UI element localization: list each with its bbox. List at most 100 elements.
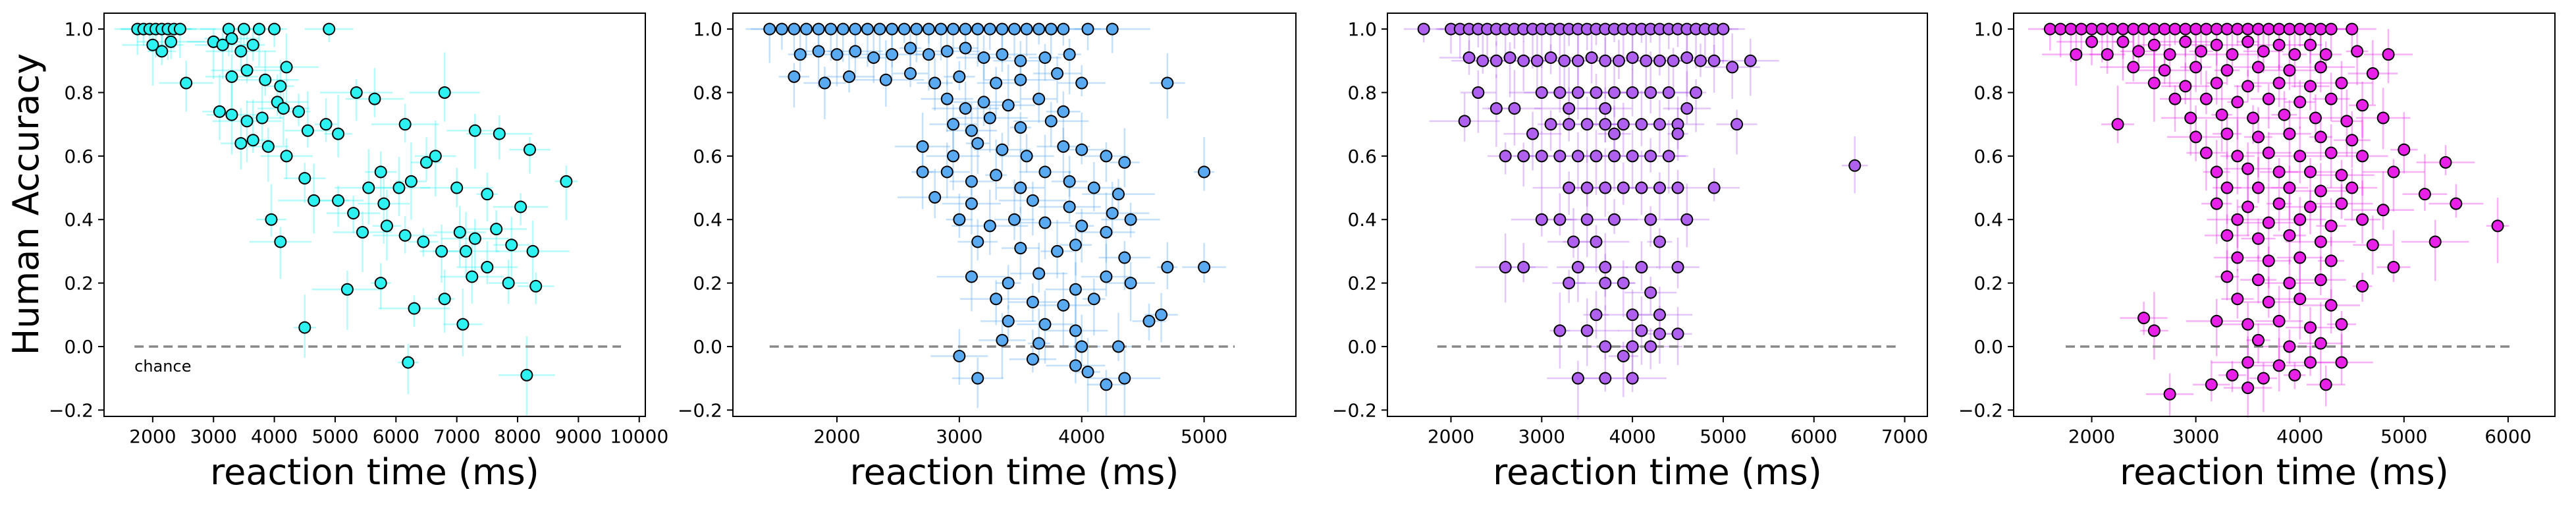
- data-point: [1020, 150, 1033, 163]
- y-tick-label: 0.2: [1347, 273, 1377, 295]
- data-point: [2210, 197, 2223, 210]
- data-point: [1161, 261, 1174, 274]
- data-point: [1014, 242, 1027, 255]
- data-point: [408, 302, 421, 315]
- data-point: [2043, 22, 2056, 36]
- plot-frame: [2013, 13, 2556, 417]
- data-point: [1458, 115, 1471, 128]
- data-point: [2054, 22, 2067, 36]
- data-point: [965, 124, 978, 137]
- data-point: [1014, 121, 1027, 134]
- data-point: [2272, 165, 2286, 179]
- data-point: [2179, 22, 2192, 36]
- data-point: [2241, 318, 2255, 331]
- data-point: [2116, 35, 2130, 48]
- plot-frame: [1387, 13, 1928, 417]
- data-point: [1653, 327, 1666, 341]
- data-point: [2356, 213, 2369, 226]
- x-tick-label: 2000: [2068, 426, 2115, 447]
- y-tick-label: 0.2: [64, 273, 94, 295]
- data-point: [2132, 45, 2145, 58]
- x-tick-label: 9000: [555, 426, 602, 447]
- data-point: [402, 356, 415, 369]
- data-point: [2376, 204, 2390, 217]
- data-point: [922, 22, 935, 36]
- y-tick-label: 1.0: [1347, 18, 1377, 40]
- y-tick-label: 0.0: [1973, 336, 2003, 358]
- data-point: [1563, 102, 1576, 115]
- data-point: [1563, 277, 1576, 290]
- data-point: [1014, 73, 1027, 86]
- data-point: [319, 118, 333, 131]
- data-point: [1571, 54, 1584, 67]
- data-point: [965, 175, 978, 188]
- y-tick-label: 0.6: [693, 146, 722, 167]
- data-point: [1535, 150, 1548, 163]
- y-tick-label: −0.2: [49, 399, 94, 421]
- data-point: [259, 73, 272, 86]
- data-point: [274, 80, 287, 93]
- data-point: [2241, 381, 2255, 395]
- data-point: [1014, 54, 1027, 67]
- plot-frame: [103, 13, 646, 417]
- data-point: [2158, 64, 2171, 77]
- data-point: [146, 38, 159, 51]
- data-point: [420, 155, 433, 169]
- data-point: [2220, 270, 2234, 283]
- data-point: [1075, 340, 1088, 353]
- x-tick-label: 3000: [936, 426, 982, 447]
- data-point: [1033, 337, 1046, 350]
- data-point: [2210, 38, 2223, 51]
- data-point: [996, 333, 1009, 347]
- data-point: [2210, 314, 2223, 327]
- data-point: [947, 22, 960, 36]
- data-point: [2241, 162, 2255, 175]
- data-point: [898, 22, 911, 36]
- data-point: [1599, 118, 1612, 131]
- data-point: [2272, 359, 2286, 372]
- data-point: [1640, 54, 1653, 67]
- data-point: [2294, 96, 2307, 109]
- x-tick-label: 5000: [2380, 426, 2427, 447]
- data-point: [2116, 22, 2130, 36]
- data-point: [2304, 38, 2317, 51]
- data-point: [959, 42, 972, 55]
- data-point: [2288, 48, 2301, 61]
- data-point: [180, 76, 193, 90]
- data-point: [1694, 54, 1707, 67]
- data-point: [1571, 372, 1584, 385]
- data-point: [2210, 22, 2223, 36]
- data-point: [1462, 51, 1476, 64]
- data-point: [2064, 22, 2078, 36]
- data-point: [1069, 324, 1082, 337]
- data-point: [922, 48, 935, 61]
- data-point: [2220, 229, 2234, 242]
- data-point: [2304, 165, 2317, 179]
- x-tick-label: 6000: [373, 426, 419, 447]
- data-point: [1112, 188, 1125, 201]
- data-point: [940, 165, 953, 179]
- data-point: [818, 76, 831, 90]
- data-point: [2251, 61, 2265, 74]
- data-point: [460, 244, 473, 258]
- data-point: [2272, 76, 2286, 90]
- data-point: [520, 368, 533, 381]
- data-point: [965, 270, 978, 283]
- data-point: [2251, 273, 2265, 287]
- data-point: [1106, 22, 1119, 36]
- x-tick-label: 4000: [251, 426, 298, 447]
- data-point: [1112, 340, 1125, 353]
- data-point: [332, 127, 345, 140]
- y-tick-label: 0.0: [693, 336, 722, 358]
- data-point: [1848, 159, 1862, 172]
- data-point: [812, 22, 825, 36]
- data-point: [240, 64, 254, 77]
- data-point: [1026, 352, 1039, 366]
- data-point: [1680, 213, 1694, 226]
- x-tick-label: 2000: [1428, 426, 1474, 447]
- data-point: [1544, 118, 1557, 131]
- data-point: [2272, 38, 2286, 51]
- data-point: [2085, 22, 2099, 36]
- data-point: [2220, 64, 2234, 77]
